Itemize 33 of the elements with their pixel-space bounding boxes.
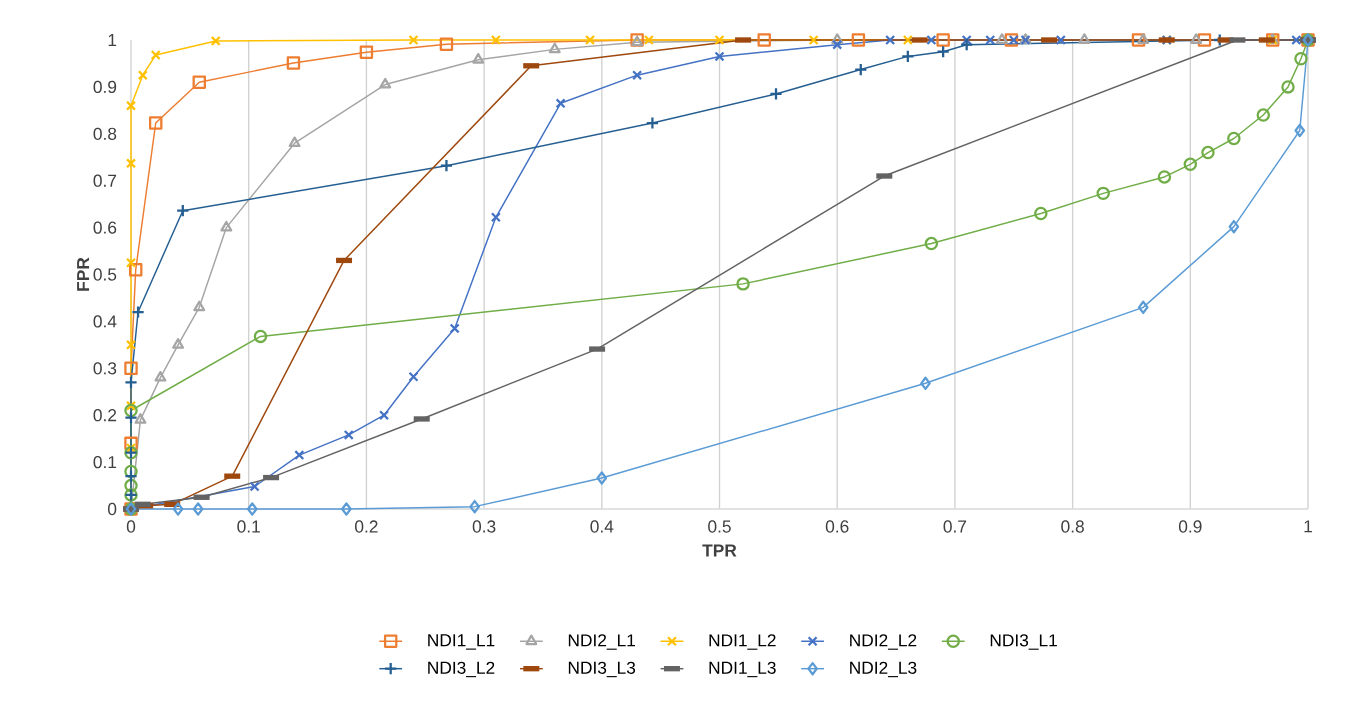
- y-tick-label: 0.7: [93, 174, 117, 187]
- x-tick-label: 0.9: [1178, 520, 1202, 533]
- y-tick-label: 0: [107, 502, 117, 516]
- legend-label: NDI1_L1: [428, 634, 495, 650]
- x-tick-label: 0.1: [237, 520, 260, 533]
- legend-label: NDI1_L2: [709, 634, 776, 650]
- y-tick-label: 1: [108, 34, 117, 46]
- legend-label: NDI1_L3: [709, 661, 776, 678]
- x-axis-title: TPR: [702, 544, 737, 557]
- legend-label: NDI2_L1: [568, 634, 636, 650]
- x-tick-label: 0.7: [943, 520, 967, 533]
- legend-label: NDI3_L2: [428, 661, 495, 678]
- y-tick-label: 0.4: [93, 315, 117, 328]
- y-axis-title: FPR: [77, 257, 90, 291]
- x-tick-label: 0.8: [1061, 520, 1084, 533]
- x-tick-label: 0.3: [472, 520, 496, 533]
- legend-label: NDI3_L1: [990, 634, 1057, 650]
- x-tick-label: 1: [1304, 520, 1312, 533]
- x-tick-label: 0: [126, 520, 136, 533]
- y-tick-label: 0.1: [93, 455, 117, 469]
- legend-label: NDI2_L2: [850, 634, 917, 650]
- y-tick-label: 0.8: [93, 127, 117, 140]
- y-tick-label: 0.6: [93, 221, 117, 234]
- x-tick-label: 0.2: [355, 520, 378, 533]
- legend-label: NDI2_L3: [850, 661, 917, 678]
- x-tick-label: 0.5: [708, 520, 731, 533]
- x-tick-label: 0.6: [825, 520, 849, 533]
- y-tick-label: 0.2: [93, 409, 117, 422]
- x-tick-label: 0.4: [590, 520, 614, 533]
- legend-label: NDI3_L3: [568, 661, 636, 678]
- y-tick-label: 0.3: [93, 362, 117, 375]
- y-tick-label: 0.9: [93, 80, 117, 94]
- y-tick-label: 0.5: [93, 268, 117, 281]
